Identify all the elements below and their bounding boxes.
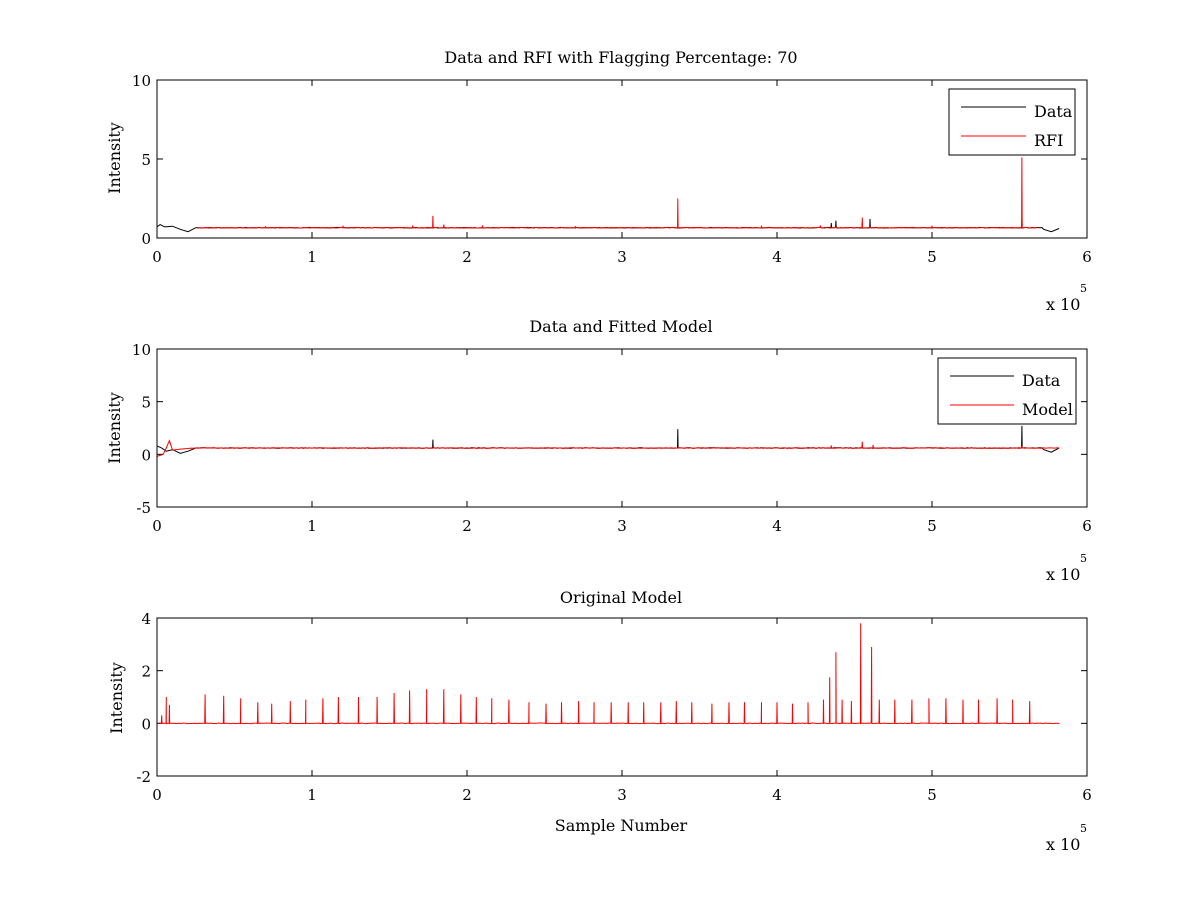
panel-title: Data and RFI with Flagging Percentage: 7… [444, 48, 797, 67]
y-tick-label: 0 [141, 230, 151, 248]
plot-lines [156, 425, 1060, 457]
legend-box [948, 88, 1076, 156]
x-multiplier-exponent: 5 [1080, 822, 1087, 835]
axes-frame [156, 79, 1088, 239]
axes-frame [156, 617, 1088, 777]
x-tick-label: 2 [462, 517, 472, 535]
x-tick-label: 6 [1082, 248, 1092, 266]
legend: Data Model [937, 357, 1077, 425]
panel-title: Data and Fitted Model [529, 317, 712, 336]
x-tick-label: 3 [617, 517, 627, 535]
y-tick-label: 10 [132, 72, 151, 90]
x-tick-label: 0 [152, 248, 162, 266]
y-tick-label: 2 [141, 663, 151, 681]
x-multiplier-exponent: 5 [1080, 282, 1087, 295]
x-tick-label: 5 [927, 517, 937, 535]
legend-label-rfi: RFI [1034, 131, 1063, 150]
x-tick-label: 3 [617, 786, 627, 804]
legend: Data RFI [948, 88, 1076, 156]
x-tick-label: 6 [1082, 517, 1092, 535]
middle-panel-model: Data and Fitted Model Intensity x 10 5 0… [105, 317, 1092, 584]
x-tick-label: 4 [772, 248, 782, 266]
top-panel-rfi: Data and RFI with Flagging Percentage: 7… [105, 48, 1092, 314]
series-line-rfi [197, 157, 1038, 229]
legend-label-data: Data [1022, 371, 1061, 390]
y-tick-label: 10 [132, 341, 151, 359]
y-tick-label: -5 [136, 499, 151, 517]
series-line-model [156, 439, 1060, 457]
x-tick-label: 1 [307, 786, 317, 804]
axes-frame [156, 348, 1088, 508]
x-tick-label: 2 [462, 786, 472, 804]
x-multiplier-exponent: 5 [1080, 552, 1087, 565]
y-tick-label: 5 [141, 394, 151, 412]
x-tick-label: 5 [927, 786, 937, 804]
plot-lines [158, 623, 1060, 725]
x-tick-label: 0 [152, 517, 162, 535]
x-multiplier-label: x 10 [1046, 835, 1080, 854]
series-line-series [158, 623, 1060, 725]
y-axis-label: Intensity [105, 122, 124, 194]
bottom-panel-original-model: Original Model Intensity Sample Number x… [107, 588, 1092, 854]
y-tick-label: 0 [141, 715, 151, 733]
plot-lines [156, 157, 1060, 233]
legend-label-data: Data [1034, 102, 1073, 121]
y-tick-label: 4 [141, 610, 151, 628]
x-tick-label: 3 [617, 248, 627, 266]
legend-label-model: Model [1022, 400, 1073, 419]
x-tick-label: 1 [307, 517, 317, 535]
legend-box [937, 357, 1077, 425]
y-tick-label: -2 [136, 768, 151, 786]
y-tick-label: 0 [141, 446, 151, 464]
y-axis-label: Intensity [107, 662, 126, 734]
x-axis-label: Sample Number [555, 816, 688, 835]
y-tick-label: 5 [141, 151, 151, 169]
x-multiplier-label: x 10 [1046, 295, 1080, 314]
x-tick-label: 6 [1082, 786, 1092, 804]
x-tick-label: 1 [307, 248, 317, 266]
x-tick-label: 5 [927, 248, 937, 266]
x-multiplier-label: x 10 [1046, 565, 1080, 584]
x-tick-label: 4 [772, 786, 782, 804]
x-tick-label: 0 [152, 786, 162, 804]
y-axis-label: Intensity [105, 392, 124, 464]
x-tick-label: 2 [462, 248, 472, 266]
x-tick-label: 4 [772, 517, 782, 535]
panel-title: Original Model [560, 588, 682, 607]
